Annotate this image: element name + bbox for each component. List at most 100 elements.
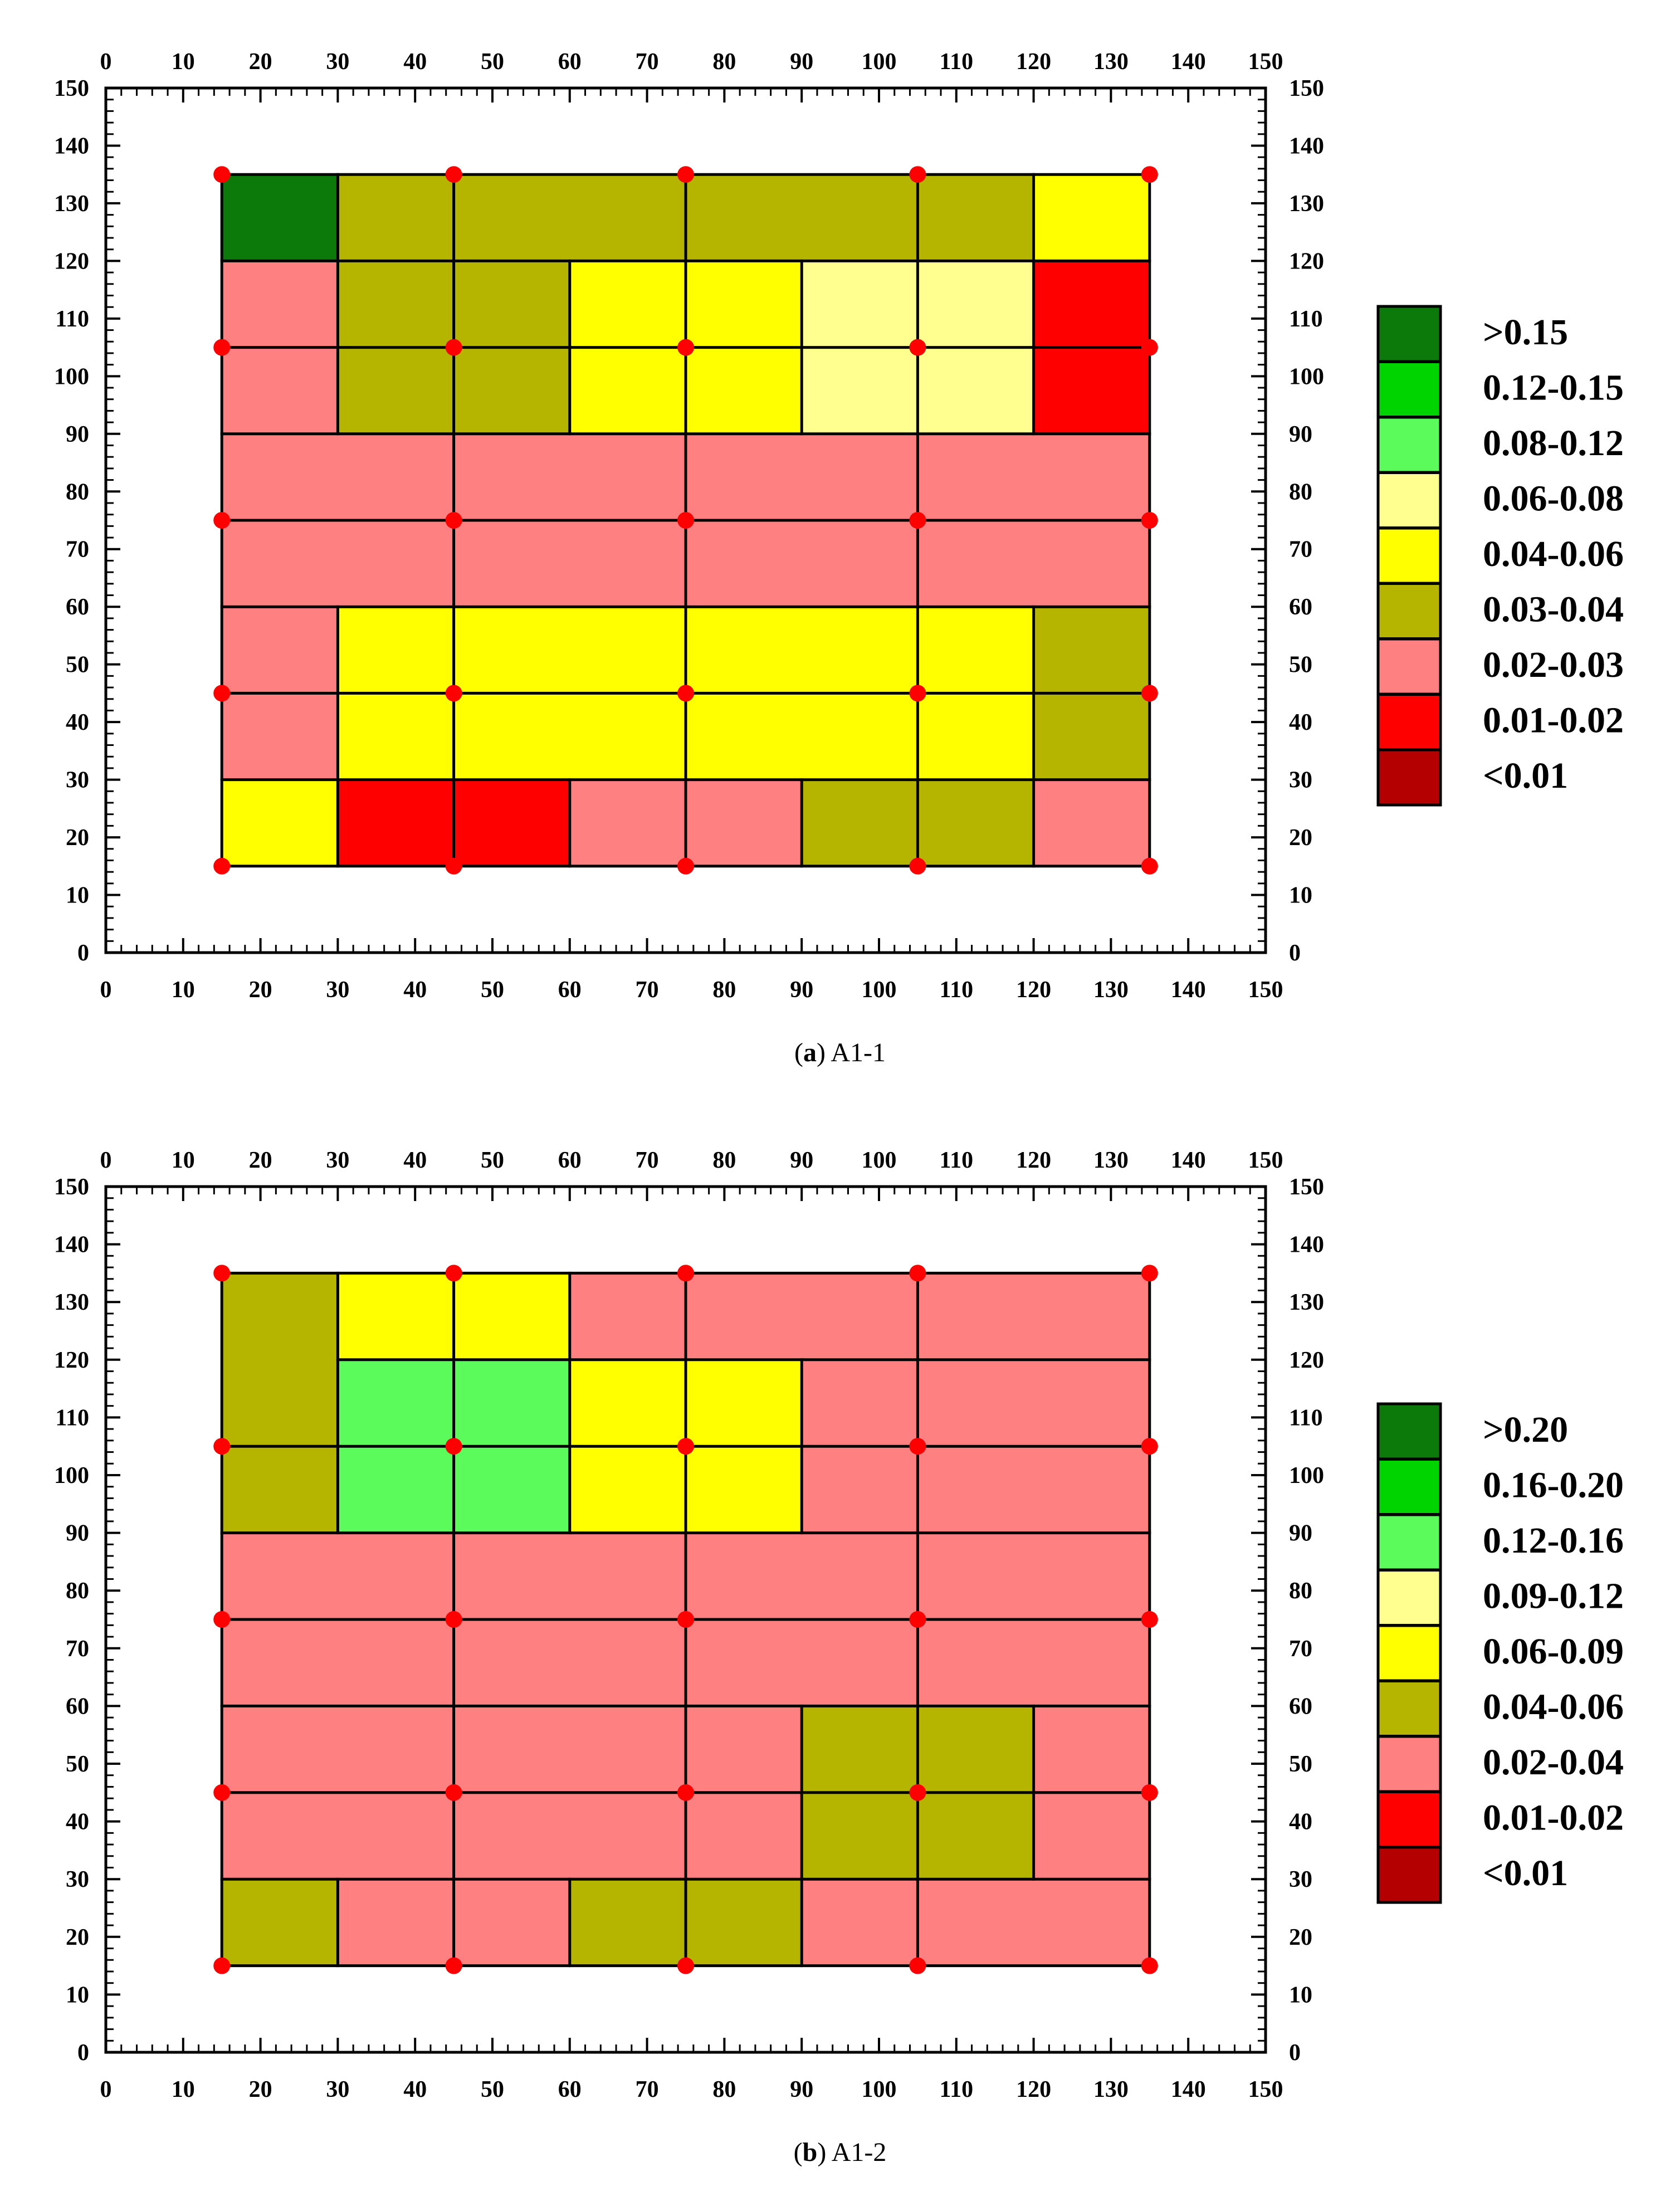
y-tick-label-right: 90 — [1289, 1521, 1312, 1546]
legend-label: 0.06-0.09 — [1483, 1631, 1624, 1672]
y-tick-label-right: 120 — [1289, 248, 1324, 274]
measurement-point — [909, 857, 926, 875]
caption-a: (a) A1-1 — [794, 1038, 886, 1067]
x-tick-label-top: 10 — [172, 49, 195, 75]
caption-b-letter: b — [802, 2138, 818, 2167]
heatmap-cell — [222, 174, 338, 261]
measurement-point — [909, 166, 926, 183]
x-tick-label-bottom: 60 — [558, 2077, 582, 2102]
legend-label: 0.04-0.06 — [1483, 534, 1624, 574]
legend-label: 0.02-0.04 — [1483, 1742, 1624, 1783]
y-tick-label-right: 130 — [1289, 1290, 1324, 1315]
legend-swatch — [1376, 1458, 1442, 1516]
x-tick-label-top: 10 — [172, 1148, 195, 1173]
measurement-point — [1141, 1611, 1158, 1628]
y-tick-label-right: 110 — [1289, 306, 1323, 332]
measurement-point — [445, 857, 462, 875]
x-tick-label-bottom: 90 — [790, 2077, 813, 2102]
legend-a: >0.15 0.12-0.15 0.08-0.12 0.06-0.08 0.04-0.0… — [1376, 305, 1624, 807]
measurement-point — [677, 1611, 694, 1628]
legend-swatch — [1376, 1735, 1442, 1793]
measurement-point — [677, 1265, 694, 1282]
legend-b: >0.20 0.16-0.20 0.12-0.16 0.09-0.12 0.06-0.0… — [1376, 1402, 1624, 1904]
x-tick-label-bottom: 40 — [403, 977, 427, 1003]
x-tick-label-top: 80 — [712, 1148, 736, 1173]
measurement-point — [677, 685, 694, 702]
x-tick-label-bottom: 110 — [939, 2077, 973, 2102]
x-tick-label-bottom: 20 — [249, 2077, 272, 2102]
measurement-point — [1141, 1265, 1158, 1282]
measurement-point — [677, 512, 694, 529]
legend-label: 0.06-0.08 — [1483, 479, 1624, 519]
y-tick-label-right: 40 — [1289, 1809, 1312, 1835]
measurement-point — [445, 1265, 462, 1282]
x-tick-label-bottom: 120 — [1016, 2077, 1051, 2102]
measurement-point — [1141, 857, 1158, 875]
legend-label: 0.12-0.16 — [1483, 1520, 1624, 1561]
measurement-point — [677, 1957, 694, 1974]
x-tick-label-top: 50 — [481, 1148, 504, 1173]
x-tick-label-top: 80 — [712, 49, 736, 75]
y-tick-label-left: 70 — [66, 1636, 89, 1662]
legend-swatch — [1376, 1624, 1442, 1682]
y-tick-label-left: 110 — [55, 306, 89, 332]
y-tick-label-right: 150 — [1289, 1174, 1324, 1200]
heatmap-cell — [222, 779, 338, 866]
measurement-point — [213, 1957, 231, 1974]
legend-label: 0.04-0.06 — [1483, 1687, 1624, 1728]
y-tick-label-left: 50 — [66, 652, 89, 678]
measurement-point — [213, 1265, 231, 1282]
y-tick-label-right: 100 — [1289, 364, 1324, 389]
x-tick-label-bottom: 140 — [1171, 2077, 1206, 2102]
heatmap-cell — [569, 1273, 1150, 1360]
x-tick-label-bottom: 90 — [790, 977, 813, 1003]
x-tick-label-bottom: 110 — [939, 977, 973, 1003]
y-tick-label-left: 60 — [66, 594, 89, 620]
y-tick-label-left: 10 — [66, 1982, 89, 2008]
x-tick-label-top: 110 — [939, 1148, 973, 1173]
legend-swatch — [1376, 582, 1442, 640]
measurement-point — [445, 1611, 462, 1628]
y-tick-label-left: 80 — [66, 479, 89, 505]
x-tick-label-top: 140 — [1171, 1148, 1206, 1173]
measurement-point — [1141, 512, 1158, 529]
measurement-point — [213, 339, 231, 356]
legend-label: >0.20 — [1483, 1409, 1568, 1450]
y-tick-label-right: 100 — [1289, 1463, 1324, 1489]
y-tick-label-left: 40 — [66, 710, 89, 735]
measurement-point — [909, 1438, 926, 1455]
x-tick-label-bottom: 10 — [172, 2077, 195, 2102]
y-tick-label-right: 70 — [1289, 1636, 1312, 1662]
measurement-point — [1141, 1438, 1158, 1455]
x-tick-label-top: 120 — [1016, 1148, 1051, 1173]
caption-a-letter: a — [803, 1038, 817, 1067]
y-tick-label-left: 0 — [77, 940, 89, 966]
measurement-point — [909, 1611, 926, 1628]
y-tick-label-right: 0 — [1289, 940, 1301, 966]
legend-swatch — [1376, 1513, 1442, 1572]
measurement-point — [1141, 339, 1158, 356]
x-tick-label-top: 60 — [558, 1148, 582, 1173]
x-tick-label-top: 130 — [1093, 1148, 1129, 1173]
y-tick-label-right: 10 — [1289, 883, 1312, 909]
measurement-point — [677, 857, 694, 875]
y-tick-label-right: 70 — [1289, 537, 1312, 563]
y-tick-label-right: 80 — [1289, 1578, 1312, 1604]
legend-label: <0.01 — [1483, 1853, 1568, 1894]
x-tick-label-top: 110 — [939, 49, 973, 75]
measurement-point — [445, 512, 462, 529]
measurement-point — [445, 1784, 462, 1801]
plot-frame — [104, 86, 1267, 954]
x-tick-label-bottom: 40 — [403, 2077, 427, 2102]
legend-swatch — [1376, 471, 1442, 529]
caption-b: (b) A1-2 — [793, 2138, 887, 2167]
y-tick-label-left: 90 — [66, 1521, 89, 1546]
legend-swatch — [1376, 1790, 1442, 1848]
x-tick-label-top: 40 — [403, 49, 427, 75]
x-tick-label-bottom: 150 — [1248, 977, 1283, 1003]
x-tick-label-top: 130 — [1093, 49, 1129, 75]
x-tick-label-bottom: 30 — [326, 977, 349, 1003]
x-tick-label-bottom: 20 — [249, 977, 272, 1003]
y-tick-label-left: 80 — [66, 1578, 89, 1604]
y-tick-label-left: 30 — [66, 768, 89, 793]
